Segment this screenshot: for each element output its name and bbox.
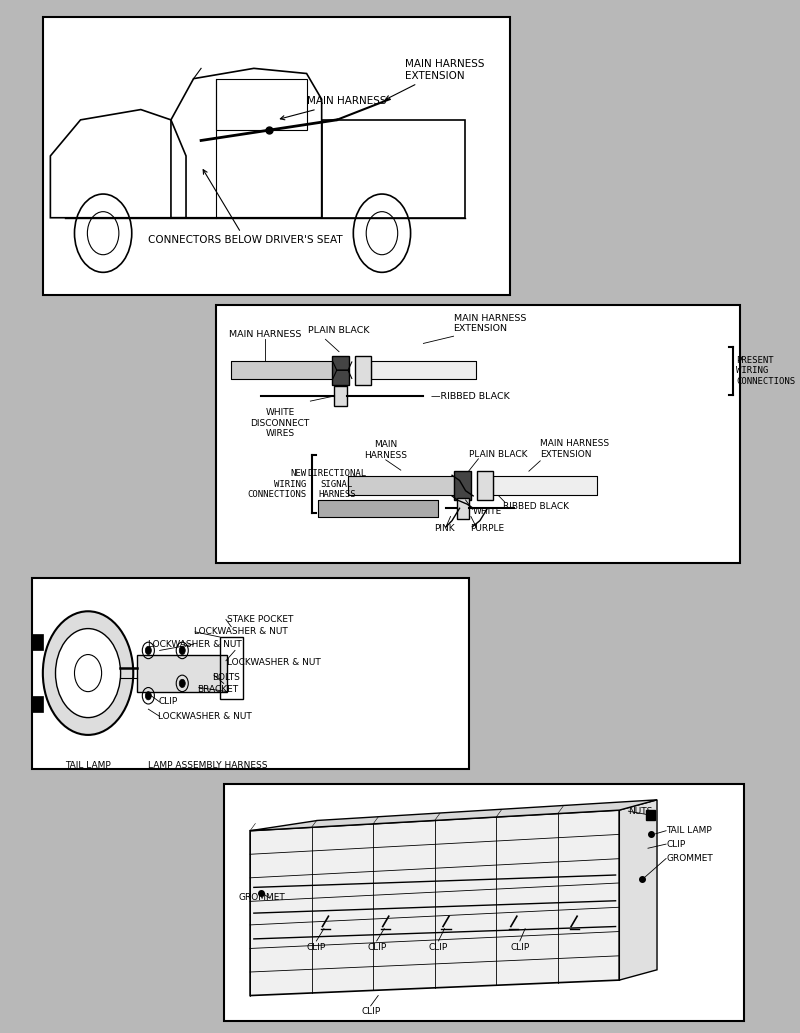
Bar (332, 355, 349, 384)
Bar (454, 471, 471, 500)
Text: CONNECTORS BELOW DRIVER'S SEAT: CONNECTORS BELOW DRIVER'S SEAT (148, 169, 343, 246)
Text: TAIL LAMP: TAIL LAMP (666, 826, 712, 836)
Bar (355, 355, 371, 384)
Bar (224, 784, 744, 1022)
Circle shape (179, 680, 186, 688)
Text: DIRECTIONAL
SIGNAL
HARNESS: DIRECTIONAL SIGNAL HARNESS (307, 469, 366, 499)
Text: LAMP ASSEMBLY HARNESS: LAMP ASSEMBLY HARNESS (148, 761, 268, 771)
Text: RIBBED BLACK: RIBBED BLACK (502, 502, 569, 511)
Text: PINK: PINK (434, 525, 455, 533)
Text: CLIP: CLIP (361, 1006, 380, 1015)
Text: MAIN HARNESS
EXTENSION: MAIN HARNESS EXTENSION (386, 59, 484, 99)
Text: NEW
WIRING
CONNECTIONS: NEW WIRING CONNECTIONS (247, 469, 306, 499)
Bar (334, 385, 346, 406)
Text: TAIL LAMP: TAIL LAMP (65, 761, 111, 771)
Text: LOCKWASHER & NUT: LOCKWASHER & NUT (158, 712, 252, 721)
Polygon shape (619, 800, 657, 980)
Circle shape (43, 612, 134, 734)
Text: BOLTS: BOLTS (212, 672, 240, 682)
Text: MAIN HARNESS
EXTENSION: MAIN HARNESS EXTENSION (540, 439, 610, 459)
Text: —RIBBED BLACK: —RIBBED BLACK (431, 393, 510, 402)
Text: LOCKWASHER & NUT: LOCKWASHER & NUT (194, 627, 287, 636)
Text: CLIP: CLIP (367, 943, 386, 951)
Text: PLAIN BLACK: PLAIN BLACK (469, 449, 527, 459)
Circle shape (146, 647, 151, 655)
Bar (477, 471, 494, 500)
Bar (646, 810, 654, 820)
Text: LOCKWASHER & NUT: LOCKWASHER & NUT (148, 639, 242, 649)
Text: CLIP: CLIP (429, 943, 448, 951)
Text: MAIN
HARNESS: MAIN HARNESS (364, 440, 407, 460)
Text: MAIN HARNESS: MAIN HARNESS (280, 96, 386, 120)
Bar (31, 696, 43, 712)
Text: GROMMET: GROMMET (238, 894, 286, 902)
Text: CLIP: CLIP (158, 697, 178, 707)
Bar (231, 361, 333, 379)
Text: BRACKET: BRACKET (198, 685, 238, 694)
Text: CLIP: CLIP (666, 840, 686, 849)
Bar (43, 17, 510, 295)
Text: PURPLE: PURPLE (470, 525, 504, 533)
Bar (137, 655, 227, 692)
Text: CLIP: CLIP (306, 943, 326, 951)
Text: CLIP: CLIP (510, 943, 530, 951)
Text: PLAIN BLACK: PLAIN BLACK (308, 326, 370, 335)
Bar (318, 500, 438, 516)
Bar (220, 637, 242, 699)
Text: STAKE POCKET: STAKE POCKET (227, 615, 294, 624)
Circle shape (179, 647, 186, 655)
Bar (216, 306, 740, 563)
Text: WHITE: WHITE (472, 507, 502, 515)
Bar (31, 578, 469, 769)
Bar (31, 634, 43, 651)
Bar (370, 361, 476, 379)
Text: NUTS: NUTS (628, 807, 653, 816)
Circle shape (146, 692, 151, 700)
Text: PRESENT
WIRING
CONNECTIONS: PRESENT WIRING CONNECTIONS (736, 355, 795, 385)
Bar (348, 476, 454, 495)
Text: MAIN HARNESS: MAIN HARNESS (229, 331, 302, 339)
Polygon shape (250, 800, 657, 831)
Circle shape (55, 629, 121, 718)
Text: LOCKWASHER & NUT: LOCKWASHER & NUT (227, 658, 322, 667)
Text: WHITE
DISCONNECT
WIRES: WHITE DISCONNECT WIRES (250, 408, 310, 438)
Text: GROMMET: GROMMET (666, 854, 713, 863)
Text: MAIN HARNESS
EXTENSION: MAIN HARNESS EXTENSION (454, 314, 526, 333)
Bar (493, 476, 597, 495)
Bar (457, 498, 469, 519)
Polygon shape (250, 810, 619, 996)
